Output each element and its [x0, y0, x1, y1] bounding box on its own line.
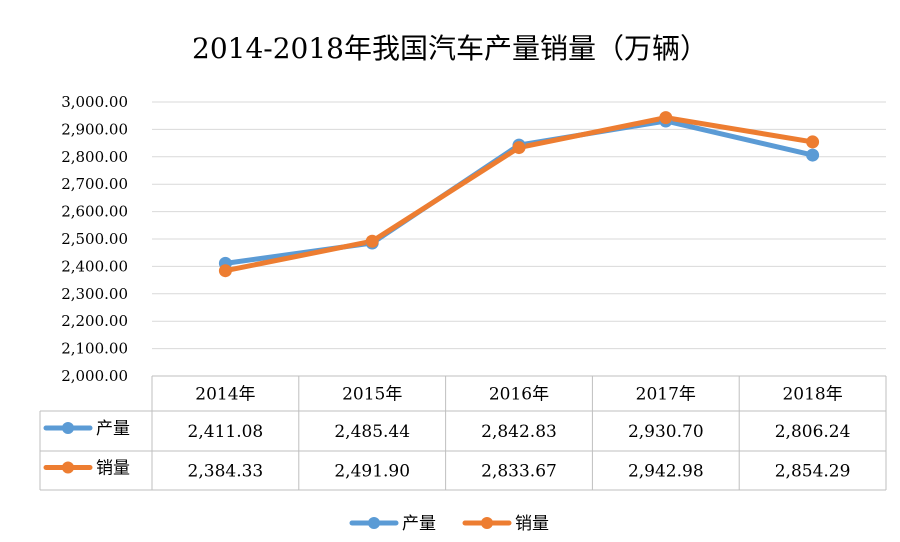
- y-tick-label: 2,200.00: [61, 312, 128, 330]
- legend-label: 产量: [402, 514, 436, 534]
- y-tick-label: 2,500.00: [61, 230, 128, 248]
- table-value: 2,854.29: [775, 462, 851, 482]
- chart-title: 2014-2018年我国汽车产量销量（万辆）: [192, 32, 708, 65]
- table-legend-key-marker: [62, 422, 74, 434]
- y-tick-label: 2,800.00: [61, 148, 128, 166]
- category-label: 2015年: [342, 385, 402, 405]
- table-value: 2,491.90: [334, 462, 410, 482]
- y-axis: 2,000.00 2,100.00 2,200.00 2,300.00 2,400.00…: [61, 93, 128, 385]
- series-lines: [218, 111, 820, 278]
- table-value: 2,485.44: [334, 422, 410, 442]
- legend: 产量 销量: [349, 514, 549, 534]
- y-tick-label: 2,600.00: [61, 203, 128, 221]
- table-value: 2,833.67: [481, 462, 557, 482]
- y-tick-label: 2,700.00: [61, 175, 128, 193]
- y-tick-label: 2,300.00: [61, 285, 128, 303]
- y-tick-label: 2,900.00: [61, 120, 128, 138]
- legend-key-marker: [481, 517, 493, 529]
- table-series-name: 销量: [96, 459, 130, 479]
- data-point: [659, 111, 673, 125]
- gridlines: [152, 101, 886, 377]
- y-tick-label: 3,000.00: [61, 93, 128, 111]
- legend-key-marker: [368, 517, 380, 529]
- table-value: 2,930.70: [628, 422, 704, 442]
- data-point: [365, 234, 379, 248]
- data-point: [806, 135, 820, 149]
- data-point: [512, 141, 526, 155]
- table-value: 2,411.08: [188, 422, 264, 442]
- table-value: 2,842.83: [481, 422, 557, 442]
- category-label: 2014年: [195, 385, 255, 405]
- table-value: 2,942.98: [628, 462, 704, 482]
- table-value: 2,806.24: [775, 422, 851, 442]
- category-label: 2016年: [489, 385, 549, 405]
- table-legend-key-marker: [62, 461, 74, 474]
- y-tick-label: 2,000.00: [61, 367, 128, 385]
- category-label: 2018年: [782, 385, 842, 405]
- table-series-name: 产量: [96, 419, 130, 439]
- y-tick-label: 2,400.00: [61, 257, 128, 275]
- data-point: [806, 148, 820, 162]
- table-value: 2,384.33: [188, 462, 264, 482]
- y-tick-label: 2,100.00: [61, 340, 128, 358]
- data-point: [218, 264, 232, 278]
- category-label: 2017年: [636, 385, 696, 405]
- legend-label: 销量: [515, 514, 549, 534]
